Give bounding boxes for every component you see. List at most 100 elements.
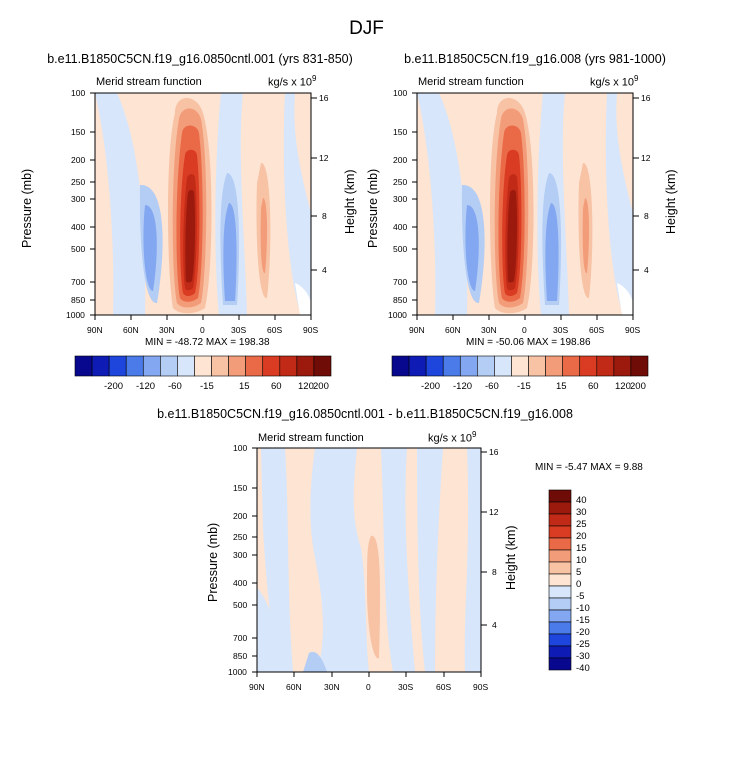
page-title: DJF (349, 18, 384, 39)
colorbar-swatch (548, 549, 572, 563)
panel-1-ytick: 500 (71, 244, 86, 254)
panel-1-ytick: 250 (71, 177, 86, 187)
panel-1-left-string: Merid stream function (96, 76, 202, 88)
panel-3-colorbar-label: -5 (576, 591, 585, 602)
panel-3-ytick: 100 (233, 443, 248, 453)
colorbar-swatch (579, 355, 598, 377)
colorbar-swatch (125, 355, 144, 377)
colorbar-swatch (548, 561, 572, 575)
panel-2-units-exp: 9 (634, 74, 639, 83)
colorbar-swatch (108, 355, 127, 377)
panel-3-ytick: 850 (233, 651, 248, 661)
panel-3-colorbar-label: 20 (576, 531, 587, 542)
panel-2-ytick: 250 (393, 177, 408, 187)
panel-3-ytick: 500 (233, 600, 248, 610)
panel-2-xtick: 30S (553, 325, 569, 335)
panel-3-ytick: 150 (233, 483, 248, 493)
colorbar-swatch (548, 489, 572, 503)
panel-1-colorbar-label: 120 (298, 381, 314, 392)
colorbar-swatch (279, 355, 298, 377)
colorbar-swatch (245, 355, 264, 377)
panel-2-minmax: MIN = -50.06 MAX = 198.86 (466, 337, 591, 348)
colorbar-swatch (548, 525, 572, 539)
panel-3-left-string: Merid stream function (258, 432, 364, 444)
panel-3-ytick: 700 (233, 633, 248, 643)
panel-3-xtick: 0 (366, 682, 371, 692)
panel-2-ytick: 850 (393, 295, 408, 305)
panel-2-ylabel: Pressure (mb) (366, 168, 380, 248)
colorbar-swatch (511, 355, 529, 377)
panel-2-plot (416, 92, 634, 316)
panel-3-ylabel-right: Height (km) (504, 525, 518, 590)
panel-2-ytick: 200 (393, 155, 408, 165)
panel-1-xtick: 60N (123, 325, 139, 335)
panel-2-colorbar-label: 120 (615, 381, 631, 392)
panel-3-colorbar-label: -10 (576, 603, 590, 614)
panel-1-xtick: 90N (87, 325, 103, 335)
colorbar-swatch (194, 355, 212, 377)
colorbar-swatch (391, 355, 410, 377)
panel-2-xtick: 0 (522, 325, 527, 335)
panel-2-colorbar-label: -15 (517, 381, 531, 392)
panel-1-xtick: 30S (231, 325, 247, 335)
panel-1-ytick-right: 8 (322, 211, 327, 221)
panel-3-colorbar-label: 15 (576, 543, 587, 554)
panel-2-xtick: 90N (409, 325, 425, 335)
colorbar-swatch (262, 355, 281, 377)
colorbar-swatch (548, 597, 572, 611)
panel-1-plot (94, 92, 312, 316)
colorbar-swatch (296, 355, 315, 377)
panel-1-colorbar-label: 15 (239, 381, 250, 392)
colorbar-swatch (545, 355, 563, 377)
colorbar-swatch (459, 355, 478, 377)
panel-2-ticks (412, 92, 639, 320)
panel-3-colorbar-label: 30 (576, 507, 587, 518)
colorbar-swatch (548, 633, 572, 647)
panel-3-colorbar-label: -40 (576, 663, 590, 674)
colorbar-swatch (142, 355, 161, 377)
panel-3-units: kg/s x 109 (428, 430, 476, 445)
panel-3-xtick: 90S (473, 682, 489, 692)
panel-2-colorbar-label: -120 (453, 381, 473, 392)
panel-3-colorbar-label: -20 (576, 627, 590, 638)
panel-1-ytick: 300 (71, 194, 86, 204)
panel-1-ytick: 1000 (66, 310, 85, 320)
colorbar-swatch (442, 355, 461, 377)
panel-1-units-exp: 9 (312, 74, 317, 83)
panel-3-xtick: 30S (398, 682, 414, 692)
panel-2-xtick: 60S (589, 325, 605, 335)
panel-3-units-exp: 9 (472, 430, 477, 439)
colorbar-swatch (548, 657, 572, 671)
panel-2-ytick-right: 12 (641, 153, 651, 163)
panel-3-units-text: kg/s x 10 (428, 432, 473, 445)
panel-3-colorbar-label: 5 (576, 567, 582, 578)
panel-1-colorbar-label: 60 (271, 381, 282, 392)
panel-1-ytick-right: 12 (319, 153, 329, 163)
panel-1-colorbar-label: -200 (104, 381, 124, 392)
panel-1-xtick: 0 (200, 325, 205, 335)
panel-1-colorbar (74, 355, 332, 377)
colorbar-swatch (548, 537, 572, 551)
colorbar-swatch (548, 513, 572, 527)
colorbar-swatch (548, 573, 572, 587)
panel-2-ytick: 300 (393, 194, 408, 204)
colorbar-swatch (408, 355, 427, 377)
panel-2-colorbar-label: 15 (556, 381, 567, 392)
panel-1-colorbar-label: -15 (200, 381, 214, 392)
panel-3-ytick: 300 (233, 550, 248, 560)
colorbar-swatch (91, 355, 110, 377)
panel-1-colorbar-label: -60 (168, 381, 182, 392)
panel-3-colorbar-label: -25 (576, 639, 590, 650)
panel-3-colorbar-label: 10 (576, 555, 587, 566)
colorbar-swatch (548, 501, 572, 515)
panel-3-ytick-right: 8 (492, 567, 497, 577)
panel-2-xtick: 90S (625, 325, 641, 335)
panel-2-xtick: 60N (445, 325, 461, 335)
panel-3-colorbar-label: 25 (576, 519, 587, 530)
colorbar-swatch (548, 645, 572, 659)
colorbar-swatch (548, 609, 572, 623)
colorbar-swatch (177, 355, 195, 377)
panel-2-colorbar-label: -60 (485, 381, 499, 392)
panel-3-colorbar-label: -30 (576, 651, 590, 662)
panel-3-xtick: 90N (249, 682, 265, 692)
